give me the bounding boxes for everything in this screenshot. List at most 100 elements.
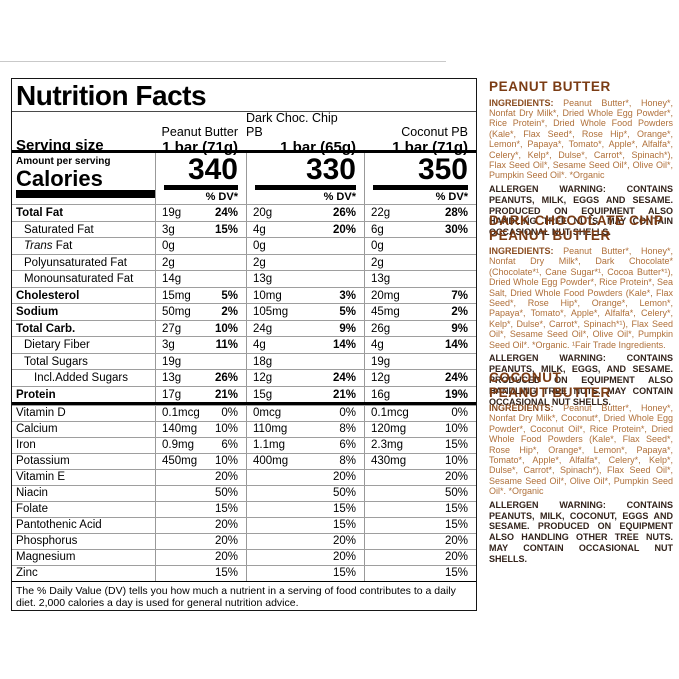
percent-dv-value: 28% <box>444 207 468 220</box>
ingredients-label: INGREDIENTS: <box>489 403 554 413</box>
nutrient-label: Niacin <box>16 487 48 500</box>
percent-dv-value: 10% <box>214 322 238 335</box>
amount-value: 4g <box>371 339 384 352</box>
table-row: Total Sugars 19g 18g 19g <box>12 352 476 370</box>
percent-dv-header: % DV* <box>205 191 238 204</box>
percent-dv-value: 9% <box>339 322 356 335</box>
serving-size-label: Serving size <box>16 137 104 155</box>
nutrient-rows: Total Fat 19g 24% 20g 26% 22g 28% Saturated Fat… <box>12 204 476 403</box>
amount-value: 4g <box>253 339 266 352</box>
table-row: Total Fat 19g 24% 20g 26% 22g 28% <box>12 204 476 221</box>
product-name: Peanut Butter <box>161 125 238 140</box>
percent-dv-value: 5% <box>221 289 238 302</box>
product-name: Dark Choc. Chip PB <box>246 111 338 140</box>
amount-value: 120mg <box>371 423 407 436</box>
amount-value: 1.1mg <box>253 439 285 452</box>
nutrient-value-cell: 20% <box>155 533 246 549</box>
amount-value: 13g <box>162 372 182 385</box>
percent-dv-value: 3% <box>339 289 356 302</box>
percent-dv-value: 20% <box>332 223 356 236</box>
nutrient-label: Total Sugars <box>24 355 88 368</box>
nutrient-value-cell: 400mg 8% <box>246 453 364 469</box>
allergen-warning: ALLERGEN WARNING: CONTAINS PEANUTS, MILK… <box>489 499 673 565</box>
percent-dv-value: 20% <box>332 551 356 564</box>
amount-value: 0.1mcg <box>371 407 409 420</box>
daily-value-footnote: The % Daily Value (DV) tells you how muc… <box>16 584 456 610</box>
calories-value-cell: 330 % DV* <box>246 153 364 205</box>
nutrient-value-cell: 0g <box>246 238 364 254</box>
percent-dv-value: 0% <box>451 407 468 420</box>
amount-value: 140mg <box>162 423 198 436</box>
product-section-heading: PEANUT BUTTER <box>489 384 611 400</box>
percent-dv-value: 2% <box>221 306 238 319</box>
nutrient-value-cell: 110mg 8% <box>246 421 364 437</box>
table-row: Total Carb. 27g 10% 24g 9% 26g 9% <box>12 319 476 337</box>
table-row: Protein 17g 21% 15g 21% 16g 19% <box>12 385 476 403</box>
percent-dv-value: 21% <box>214 388 238 401</box>
nutrient-label: Incl.Added Sugars <box>34 372 128 385</box>
nutrient-value-cell: 105mg 5% <box>246 304 364 320</box>
nutrient-label: Monounsaturated Fat <box>24 273 134 286</box>
ingredients-label: INGREDIENTS: <box>489 97 554 108</box>
percent-dv-value: 26% <box>332 207 356 220</box>
percent-dv-value: 26% <box>214 372 238 385</box>
nutrient-value-cell: 15g 21% <box>246 386 364 403</box>
vitamin-rows: Vitamin D 0.1mcg 0% 0mcg 0% 0.1mcg 0% Calcium 14… <box>12 404 476 581</box>
amount-value: 4g <box>253 223 266 236</box>
nutrient-value-cell: 50mg 2% <box>155 304 246 320</box>
table-row: Monounsaturated Fat 14g 13g 13g <box>12 270 476 287</box>
product-ingredients-section: PEANUT BUTTER INGREDIENTS: Peanut Butter*… <box>489 79 673 238</box>
nutrient-value-cell: 15% <box>155 565 246 581</box>
nutrient-value-cell: 15mg 5% <box>155 287 246 304</box>
nutrient-value-cell: 20% <box>364 469 476 485</box>
percent-dv-header: % DV* <box>435 191 468 204</box>
thick-bar <box>255 185 356 191</box>
amount-value: 13g <box>253 273 273 286</box>
nutrient-value-cell: 50% <box>155 485 246 501</box>
allergen-warning: ALLERGEN WARNING: CONTAINS PEANUTS, MILK… <box>489 183 673 238</box>
nutrient-value-cell: 20mg 7% <box>364 287 476 304</box>
table-row: Calcium 140mg 10% 110mg 8% 120mg 10% <box>12 420 476 437</box>
nutrient-value-cell: 13g <box>246 271 364 287</box>
percent-dv-value: 15% <box>332 519 356 532</box>
percent-dv-value: 15% <box>332 503 356 516</box>
percent-dv-value: 20% <box>332 471 356 484</box>
amount-value: 450mg <box>162 455 198 468</box>
nutrient-value-cell: 20% <box>364 549 476 565</box>
nutrient-label: Sodium <box>16 306 59 319</box>
nutrient-value-cell: 10mg 3% <box>246 287 364 304</box>
thick-bar <box>12 150 476 154</box>
percent-dv-value: 0% <box>221 407 238 420</box>
nutrient-value-cell: 4g 14% <box>246 337 364 353</box>
nutrient-label: Potassium <box>16 455 70 468</box>
table-row: Zinc 15% 15% 15% <box>12 564 476 581</box>
nutrient-value-cell: 450mg 10% <box>155 453 246 469</box>
nutrient-value-cell: 20% <box>155 469 246 485</box>
amount-value: 13g <box>371 273 391 286</box>
product-section-heading: COCONUT <box>489 370 562 385</box>
nutrient-value-cell: 19g <box>155 353 246 370</box>
amount-per-serving-label: Amount per serving <box>16 156 111 168</box>
nutrient-value-cell: 2.3mg 15% <box>364 437 476 453</box>
product-ingredients-section: COCONUT PEANUT BUTTER INGREDIENTS: Peanut … <box>489 370 673 565</box>
table-row: Dietary Fiber 3g 11% 4g 14% 4g 14% <box>12 336 476 353</box>
nutrient-value-cell: 26g 9% <box>364 320 476 337</box>
nutrient-value-cell: 430mg 10% <box>364 453 476 469</box>
nutrient-label: Phosphorus <box>16 535 78 548</box>
percent-dv-value: 24% <box>332 372 356 385</box>
percent-dv-value: 30% <box>444 223 468 236</box>
amount-value: 20g <box>253 207 273 220</box>
percent-dv-value: 5% <box>339 306 356 319</box>
nutrient-value-cell: 2g <box>155 254 246 271</box>
amount-value: 24g <box>253 322 273 335</box>
amount-value: 12g <box>371 372 391 385</box>
nutrient-value-cell: 50% <box>246 485 364 501</box>
product-section-heading: PEANUT BUTTER <box>489 227 611 243</box>
amount-value: 2g <box>253 256 266 269</box>
amount-value: 20mg <box>371 289 400 302</box>
nutrient-value-cell: 4g 14% <box>364 337 476 353</box>
nutrient-label: Vitamin D <box>16 407 66 420</box>
nutrient-label: Dietary Fiber <box>24 339 90 352</box>
nutrient-label: Vitamin E <box>16 471 66 484</box>
table-row: Incl.Added Sugars 13g 26% 12g 24% 12g 24% <box>12 369 476 386</box>
